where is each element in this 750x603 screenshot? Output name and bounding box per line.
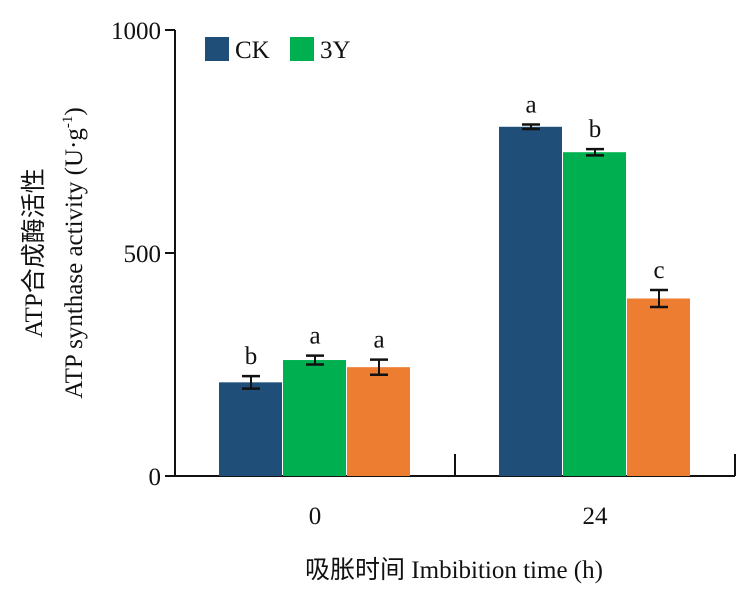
legend: CK 3Y	[205, 37, 351, 64]
bar	[219, 382, 282, 476]
significance-letter: a	[309, 323, 320, 350]
significance-letter: b	[245, 343, 258, 370]
significance-letter: c	[653, 257, 664, 284]
x-tick-label: 0	[309, 503, 322, 530]
error-bars-group	[242, 123, 668, 390]
significance-letter: a	[373, 327, 384, 354]
bars-group	[219, 126, 690, 477]
bar	[563, 152, 626, 477]
bar	[347, 367, 410, 476]
x-axis-label: 吸胀时间 Imbibition time (h)	[305, 556, 603, 584]
significance-letters-group: b a a a b c	[245, 92, 665, 371]
bar	[499, 126, 562, 477]
significance-letter: a	[525, 92, 536, 119]
x-tick-label: 24	[583, 503, 609, 530]
bar	[283, 360, 346, 476]
y-axis: 0 500 1000	[111, 18, 176, 491]
significance-letter: b	[589, 116, 602, 143]
y-axis-label-chinese: ATP合成酶活性	[20, 168, 48, 337]
y-tick-label: 0	[149, 464, 162, 491]
legend-label: 3Y	[320, 37, 351, 64]
bar	[627, 298, 690, 476]
legend-label: CK	[235, 37, 270, 64]
y-tick-label: 500	[124, 241, 162, 268]
legend-swatch	[290, 37, 314, 61]
y-tick-label: 1000	[111, 18, 161, 45]
y-axis-label-english: ATP synthase activity (U·g-1)	[60, 107, 88, 398]
legend-swatch	[205, 37, 229, 61]
